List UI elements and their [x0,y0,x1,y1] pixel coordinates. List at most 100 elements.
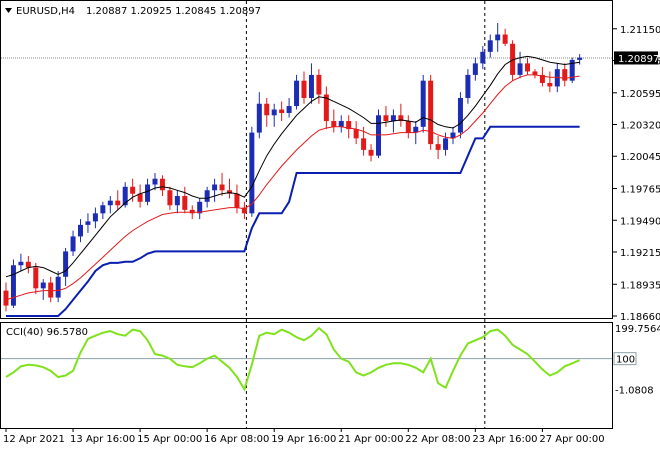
candle [279,101,285,122]
cci-tick-label: 199.7564 [615,324,660,335]
candle [70,230,76,257]
candle [495,22,501,52]
price-tick-label: 1.19215 [620,248,660,259]
cci-title: CCI(40) 96.5780 [6,327,88,338]
channel-line [6,125,580,317]
main-pane-frame [0,0,613,319]
candle [212,178,218,202]
price-tick-label: 1.20045 [620,152,660,163]
candle [435,136,441,160]
candle [241,201,247,220]
candle [539,66,545,87]
candle [92,207,98,229]
candle [569,57,575,83]
price-tick-label: 1.18935 [620,280,660,291]
candle [376,109,381,158]
candle [48,276,54,303]
candle [554,63,560,93]
price-tick-label: 1.19765 [620,185,660,196]
candle [137,184,143,208]
cci-level-label: 100 [616,355,635,366]
candle [346,115,352,139]
candle [167,186,173,210]
price-tick-label: 1.20595 [620,89,660,100]
candle [562,63,568,87]
candle [107,196,113,214]
time-tick-label: 27 Apr 00:00 [539,434,604,445]
candle [577,54,583,65]
candle [249,126,255,217]
time-tick-label: 23 Apr 16:00 [472,434,537,445]
candle [115,190,121,210]
candle [256,92,262,139]
candle [547,71,553,93]
candle [472,57,478,81]
cci-tick-label: -1.0808 [615,386,654,397]
ohlc-values: 1.20887 1.20925 1.20845 1.20897 [86,6,261,17]
candle [33,262,39,295]
candle [368,144,374,162]
candle [525,57,530,75]
candlestick-series [3,22,583,312]
time-tick-label: 16 Apr 08:00 [204,434,269,445]
candle [55,271,61,303]
cci-line [5,326,580,392]
time-tick-label: 22 Apr 08:00 [405,434,470,445]
candle [420,74,426,133]
current-price-label-bg [614,51,658,65]
candle [286,97,292,118]
time-tick-label: 19 Apr 16:00 [271,434,336,445]
candle [3,282,9,312]
current-price-label: 1.20897 [618,54,659,65]
candle [457,92,463,139]
symbol-timeframe: EURUSD,H4 [16,6,75,17]
price-tick-label: 1.20320 [620,121,660,132]
candle [308,63,314,104]
candle [271,103,277,127]
candle [78,219,83,243]
candle [182,186,188,214]
triangle-down-icon[interactable] [5,8,12,13]
candle [130,178,136,202]
candle [159,175,165,197]
candle [405,115,411,139]
candle [450,126,456,145]
candle [480,46,486,70]
time-tick-label: 15 Apr 00:00 [137,434,202,445]
candle [18,253,24,272]
candle [428,74,434,150]
price-tick-label: 1.19490 [620,216,660,227]
price-tick-label: 1.21150 [620,25,660,36]
time-axis: 12 Apr 2021 13 Apr 16:00 15 Apr 00:00 16 Ap… [3,428,605,445]
candle [383,106,389,127]
candle [465,69,471,104]
candle [197,198,203,220]
cci-pane-frame [0,322,613,429]
price-tick-label: 1.18660 [620,312,660,323]
candle [331,109,337,133]
candle [145,178,151,206]
candle [301,71,307,104]
candle [85,213,91,233]
candle [40,279,46,300]
candle [487,34,493,58]
indicator-lines [5,55,580,317]
fast-ma-line [5,55,580,278]
candle [517,51,523,79]
price-axis: 1.211501.208751.205951.203201.200451.197… [1,25,660,323]
candle [63,247,69,287]
candle [174,190,180,214]
candle [323,86,329,130]
candle [398,103,404,127]
candle [234,184,240,214]
candle [353,121,359,145]
period-separators [245,1,486,428]
time-tick-label: 21 Apr 00:00 [338,434,403,445]
slow-ma-line [5,74,580,301]
candle [227,178,232,199]
candle [25,256,31,274]
cci-level-box [613,352,637,366]
candle [204,186,210,208]
